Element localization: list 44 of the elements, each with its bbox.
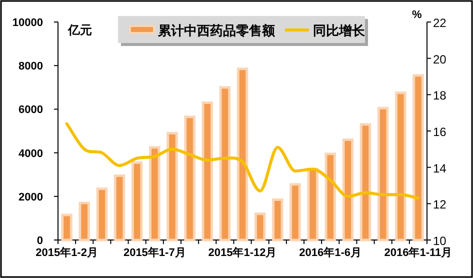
- x-tick-label: 2015年1-2月: [36, 246, 98, 259]
- y-tick-label: 6000: [18, 104, 43, 116]
- bar: [184, 116, 196, 242]
- bar: [149, 146, 160, 242]
- bar: [342, 138, 354, 242]
- bar: [236, 68, 248, 242]
- bar: [307, 168, 318, 242]
- bar: [131, 161, 143, 242]
- bar: [395, 92, 406, 242]
- bar: [166, 132, 178, 242]
- bar: [412, 74, 424, 242]
- y2-tick-label: 18: [433, 88, 447, 103]
- bar: [61, 214, 72, 242]
- bar: [360, 123, 372, 242]
- y-tick-label: 2000: [18, 191, 43, 204]
- x-tick-label: 2015年1-12月: [208, 246, 277, 259]
- y-tick-label: 4000: [18, 148, 43, 160]
- bar: [202, 101, 213, 242]
- bar: [96, 188, 108, 242]
- y-tick-label: 0: [36, 235, 43, 247]
- y2-tick-label: 20: [433, 52, 447, 66]
- y2-tick-label: 10: [433, 234, 447, 248]
- x-tick-label: 2016年1-6月: [299, 246, 362, 259]
- y-tick-label: 8000: [18, 60, 43, 73]
- x-tick-label: 2016年1-11月: [384, 246, 452, 259]
- bar: [324, 152, 336, 242]
- y-axis-title: 亿元: [67, 23, 92, 37]
- bar: [78, 202, 90, 242]
- y2-tick-label: 22: [433, 16, 447, 30]
- y2-axis-title: %: [412, 9, 422, 21]
- bar: [114, 174, 126, 242]
- bar: [272, 198, 284, 242]
- y2-tick-label: 12: [433, 198, 447, 212]
- bar: [377, 106, 389, 242]
- legend-label: 累计中西药品零售额: [157, 23, 276, 38]
- bar: [290, 183, 301, 242]
- y-tick-label: 10000: [12, 17, 43, 29]
- legend-label: 同比增长: [313, 23, 366, 38]
- bar: [219, 86, 231, 242]
- bar: [254, 212, 266, 242]
- line-series: [65, 122, 420, 200]
- y2-tick-label: 16: [433, 125, 447, 139]
- x-tick-label: 2015年1-7月: [123, 246, 186, 259]
- y2-tick-label: 14: [433, 161, 447, 176]
